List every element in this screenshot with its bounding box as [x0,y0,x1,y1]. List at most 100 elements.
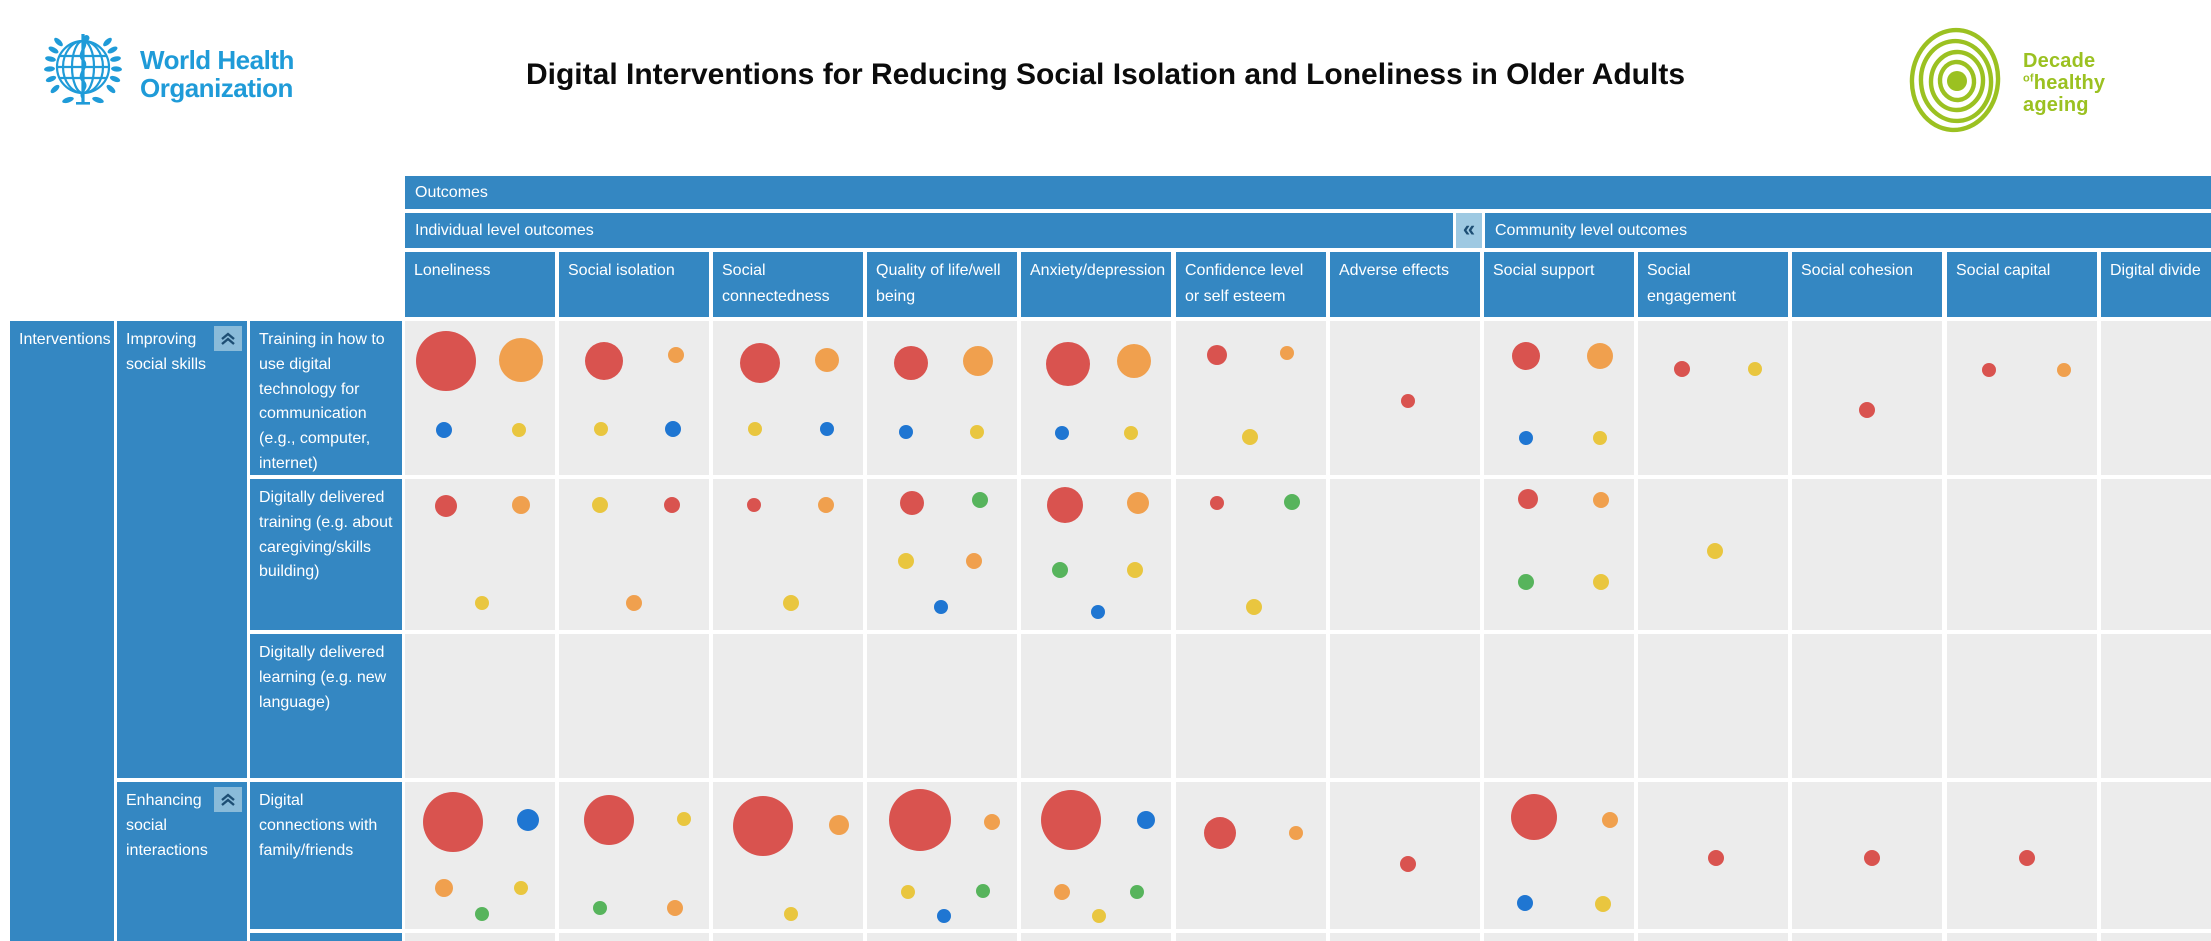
evidence-bubble-yellow[interactable] [783,594,799,611]
evidence-bubble-yellow[interactable] [1241,428,1258,445]
evidence-bubble-yellow[interactable] [969,424,984,439]
evidence-bubble-orange[interactable] [1602,812,1618,829]
evidence-bubble-blue[interactable] [1516,894,1533,911]
evidence-bubble-orange[interactable] [498,337,543,382]
decade-word2: healthy [2033,71,2106,94]
evidence-bubble-yellow[interactable] [594,421,608,436]
evidence-bubble-yellow[interactable] [1127,561,1143,578]
evidence-bubble-green[interactable] [975,883,990,898]
evidence-bubble-orange[interactable] [666,900,683,917]
evidence-bubble-orange[interactable] [2057,363,2071,378]
evidence-bubble-red[interactable] [1512,342,1540,371]
evidence-bubble-blue[interactable] [1090,604,1105,619]
evidence-bubble-red[interactable] [434,495,457,518]
evidence-bubble-red[interactable] [1206,344,1227,365]
evidence-bubble-orange[interactable] [815,347,839,372]
evidence-bubble-orange[interactable] [668,346,684,363]
evidence-bubble-orange[interactable] [1116,344,1151,379]
evidence-bubble-red[interactable] [1510,794,1557,841]
evidence-bubble-yellow[interactable] [1092,908,1106,923]
evidence-bubble-red[interactable] [1401,394,1415,409]
evidence-bubble-red[interactable] [900,491,924,516]
evidence-bubble-red[interactable] [583,795,634,846]
evidence-bubble-green[interactable] [1129,885,1144,900]
evidence-bubble-blue[interactable] [1519,431,1533,446]
matrix-cell-r2-c0 [405,634,555,778]
evidence-bubble-red[interactable] [888,789,951,852]
evidence-bubble-green[interactable] [1052,561,1068,578]
evidence-bubble-orange[interactable] [1593,492,1609,509]
evidence-bubble-yellow[interactable] [513,880,528,895]
evidence-bubble-orange[interactable] [626,594,642,611]
evidence-bubble-red[interactable] [423,791,483,852]
evidence-bubble-red[interactable] [1203,817,1236,850]
evidence-bubble-green[interactable] [592,901,607,916]
evidence-bubble-red[interactable] [2018,850,2035,867]
evidence-bubble-orange[interactable] [817,496,834,513]
evidence-bubble-orange[interactable] [1289,826,1303,841]
evidence-bubble-red[interactable] [1046,486,1083,523]
evidence-bubble-yellow[interactable] [676,811,691,826]
evidence-bubble-blue[interactable] [665,420,681,437]
evidence-bubble-orange[interactable] [1053,884,1070,901]
evidence-bubble-green[interactable] [1283,493,1300,510]
evidence-bubble-red[interactable] [1982,363,1996,378]
evidence-bubble-red[interactable] [1859,402,1875,419]
evidence-bubble-orange[interactable] [435,878,453,897]
evidence-bubble-red[interactable] [1863,850,1880,867]
evidence-bubble-yellow[interactable] [591,496,608,513]
evidence-bubble-blue[interactable] [936,908,951,923]
evidence-bubble-red[interactable] [1209,496,1224,511]
evidence-bubble-orange[interactable] [1586,343,1613,370]
evidence-bubble-green[interactable] [1518,573,1534,590]
evidence-bubble-red[interactable] [893,345,928,380]
evidence-bubble-red[interactable] [585,342,623,381]
evidence-bubble-red[interactable] [415,331,476,392]
evidence-bubble-orange[interactable] [1280,346,1294,361]
evidence-bubble-yellow[interactable] [1246,599,1262,616]
evidence-bubble-yellow[interactable] [748,421,762,436]
evidence-bubble-red[interactable] [739,342,780,383]
matrix-cell-partial-c9 [1792,933,1942,941]
evidence-bubble-blue[interactable] [1054,426,1069,441]
evidence-bubble-red[interactable] [1040,790,1101,851]
evidence-bubble-red[interactable] [1517,488,1538,509]
column-header-social-connectedness: Social connectedness [713,252,863,317]
evidence-bubble-orange[interactable] [1127,492,1149,515]
evidence-bubble-orange[interactable] [829,814,849,835]
collapse-individual-outcomes-button[interactable]: « [1456,213,1482,248]
collapse-group-button[interactable] [214,787,242,812]
collapse-group-button[interactable] [214,326,242,351]
evidence-bubble-red[interactable] [1673,360,1690,377]
evidence-bubble-yellow[interactable] [1592,431,1607,446]
evidence-bubble-blue[interactable] [436,422,452,439]
evidence-bubble-red[interactable] [1400,856,1416,873]
evidence-bubble-green[interactable] [971,492,988,509]
evidence-bubble-red[interactable] [746,497,761,512]
evidence-bubble-yellow[interactable] [1706,543,1723,560]
evidence-bubble-green[interactable] [474,907,489,922]
evidence-bubble-orange[interactable] [511,495,530,514]
evidence-bubble-yellow[interactable] [1593,573,1609,590]
evidence-bubble-yellow[interactable] [474,595,489,610]
evidence-bubble-orange[interactable] [983,813,1000,830]
evidence-bubble-yellow[interactable] [900,885,915,900]
evidence-bubble-red[interactable] [663,496,680,513]
evidence-bubble-blue[interactable] [517,809,539,832]
evidence-bubble-orange[interactable] [965,552,982,569]
evidence-bubble-yellow[interactable] [512,423,526,438]
evidence-bubble-red[interactable] [732,796,793,857]
matrix-cell-r3-c7 [1484,782,1634,929]
evidence-bubble-blue[interactable] [933,600,948,615]
evidence-bubble-yellow[interactable] [898,552,914,569]
evidence-bubble-yellow[interactable] [1594,896,1611,912]
evidence-bubble-blue[interactable] [1136,811,1155,830]
evidence-bubble-blue[interactable] [820,421,834,436]
evidence-bubble-yellow[interactable] [784,907,798,922]
evidence-bubble-orange[interactable] [963,346,993,377]
evidence-bubble-yellow[interactable] [1123,426,1138,441]
evidence-bubble-red[interactable] [1708,850,1724,867]
evidence-bubble-red[interactable] [1045,342,1090,387]
evidence-bubble-blue[interactable] [899,424,913,439]
evidence-bubble-yellow[interactable] [1748,361,1762,376]
